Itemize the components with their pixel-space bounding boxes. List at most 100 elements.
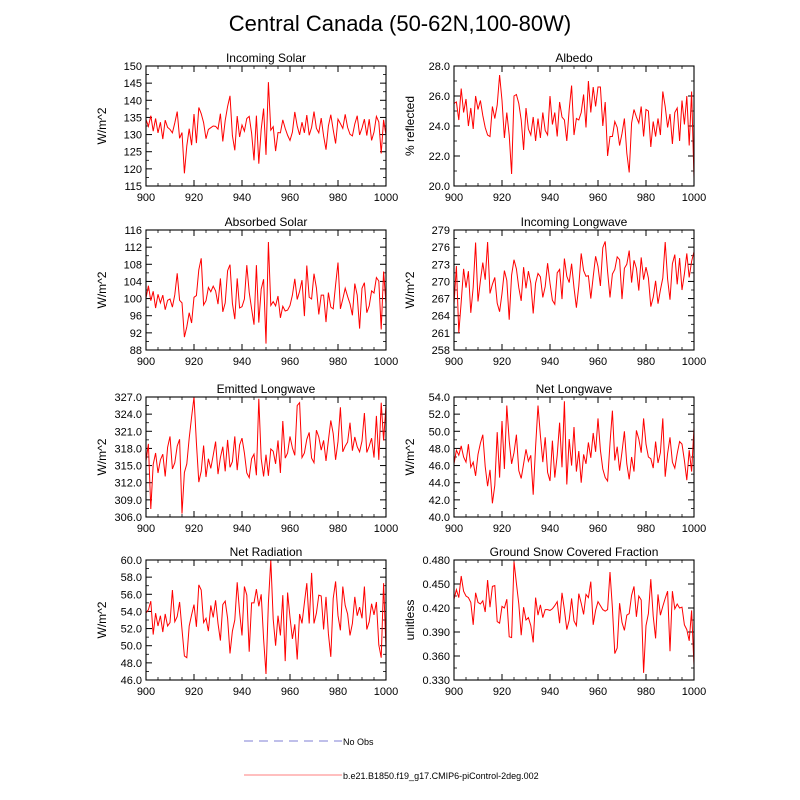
- plot-frame: [145, 396, 387, 518]
- y-axis-label: W/m^2: [95, 271, 109, 308]
- y-tick-label: 48.0: [429, 443, 450, 455]
- x-tick-label: 960: [589, 356, 607, 368]
- plot-frame: [453, 396, 695, 518]
- y-tick-label: 60.0: [121, 555, 142, 567]
- y-tick-label: 56.0: [121, 589, 142, 601]
- y-tick-label: 130: [124, 130, 142, 142]
- panel-title: Absorbed Solar: [225, 215, 308, 229]
- x-tick-label: 920: [185, 686, 203, 698]
- panel-albedo: Albedo % reflected 900 920 940 960 980 1000 20.0…: [403, 51, 706, 204]
- y-tick-label: 0.450: [422, 579, 450, 591]
- panel-title: Emitted Longwave: [217, 382, 316, 396]
- x-tick-label: 1000: [682, 192, 706, 204]
- x-tick-label: 900: [445, 192, 463, 204]
- x-tick-label: 960: [589, 523, 607, 535]
- plot-frame: [453, 559, 695, 681]
- plot-frame: [145, 65, 387, 187]
- y-tick-label: 276: [432, 242, 450, 254]
- y-tick-label: 135: [124, 112, 142, 124]
- y-tick-label: 321.0: [114, 426, 142, 438]
- series-line: [453, 241, 695, 333]
- y-tick-label: 52.0: [429, 409, 450, 421]
- panel-absorbed-solar: Absorbed Solar W/m^2 900 920 940 960 980 1000 88…: [95, 215, 398, 368]
- y-tick-label: 28.0: [429, 61, 450, 73]
- x-tick-label: 960: [281, 686, 299, 698]
- x-tick-label: 960: [589, 686, 607, 698]
- y-tick-label: 0.420: [422, 603, 450, 615]
- y-tick-label: 0.480: [422, 555, 450, 567]
- x-tick-label: 1000: [374, 356, 398, 368]
- y-tick-label: 115: [124, 181, 142, 193]
- series-line: [453, 401, 695, 504]
- panel-title: Incoming Solar: [226, 51, 306, 65]
- y-tick-label: 315.0: [114, 461, 142, 473]
- y-tick-label: 46.0: [429, 461, 450, 473]
- y-tick-label: 312.0: [114, 478, 142, 490]
- y-tick-label: 261: [432, 328, 450, 340]
- legend-label-no-obs: No Obs: [343, 737, 374, 747]
- x-tick-label: 980: [637, 192, 655, 204]
- y-tick-label: 88: [130, 345, 142, 357]
- series-line: [453, 561, 695, 673]
- panel-incoming-longwave: Incoming Longwave W/m^2 900 920 940 960 980 100…: [403, 215, 706, 368]
- y-axis-label: W/m^2: [403, 438, 417, 475]
- x-tick-label: 900: [445, 523, 463, 535]
- y-tick-label: 150: [124, 61, 142, 73]
- y-tick-label: 104: [124, 276, 142, 288]
- y-tick-label: 54.0: [429, 392, 450, 404]
- x-tick-label: 960: [281, 356, 299, 368]
- x-tick-label: 980: [637, 356, 655, 368]
- panel-title: Incoming Longwave: [521, 215, 628, 229]
- x-tick-label: 920: [185, 192, 203, 204]
- legend-label-model: b.e21.B1850.f19_g17.CMIP6-piControl-2deg…: [343, 771, 539, 781]
- x-tick-label: 960: [281, 192, 299, 204]
- x-tick-label: 940: [541, 523, 559, 535]
- panel-title: Ground Snow Covered Fraction: [490, 545, 659, 559]
- y-tick-label: 327.0: [114, 392, 142, 404]
- panel-net-radiation: Net Radiation W/m^2 900 920 940 960 980 1000 46.…: [95, 545, 398, 698]
- y-tick-label: 306.0: [114, 512, 142, 524]
- y-tick-label: 258: [432, 345, 450, 357]
- y-axis-label: W/m^2: [95, 107, 109, 144]
- x-tick-label: 940: [233, 356, 251, 368]
- plot-frame: [145, 229, 387, 351]
- y-tick-label: 42.0: [429, 495, 450, 507]
- panel-ground-snow-covered-fraction: Ground Snow Covered Fraction unitless 900 9…: [403, 545, 706, 698]
- x-tick-label: 980: [329, 523, 347, 535]
- y-tick-label: 46.0: [121, 675, 142, 687]
- y-tick-label: 324.0: [114, 409, 142, 421]
- x-tick-label: 1000: [374, 523, 398, 535]
- y-tick-label: 140: [124, 95, 142, 107]
- y-tick-label: 267: [432, 294, 450, 306]
- y-tick-label: 120: [124, 164, 142, 176]
- y-tick-label: 52.0: [121, 624, 142, 636]
- x-tick-label: 1000: [374, 192, 398, 204]
- y-tick-label: 26.0: [429, 91, 450, 103]
- y-axis-label: % reflected: [403, 96, 417, 156]
- x-tick-label: 920: [185, 523, 203, 535]
- x-tick-label: 900: [137, 356, 155, 368]
- y-tick-label: 100: [124, 294, 142, 306]
- plot-frame: [453, 65, 695, 187]
- figure-title: Central Canada (50-62N,100-80W): [229, 11, 571, 36]
- x-tick-label: 920: [493, 356, 511, 368]
- y-tick-label: 58.0: [121, 572, 142, 584]
- x-tick-label: 940: [233, 686, 251, 698]
- y-tick-label: 40.0: [429, 512, 450, 524]
- series-line: [453, 74, 695, 179]
- y-tick-label: 309.0: [114, 495, 142, 507]
- y-axis-label: unitless: [403, 600, 417, 641]
- panels: Incoming Solar W/m^2 900 920 940 960 980 1000 11…: [95, 51, 706, 698]
- x-tick-label: 940: [541, 686, 559, 698]
- x-tick-label: 900: [137, 192, 155, 204]
- y-tick-label: 318.0: [114, 443, 142, 455]
- panel-incoming-solar: Incoming Solar W/m^2 900 920 940 960 980 1000 11…: [95, 51, 398, 204]
- legend: No Obs b.e21.B1850.f19_g17.CMIP6-piContr…: [244, 737, 539, 781]
- series-line: [145, 82, 387, 174]
- x-tick-label: 980: [329, 192, 347, 204]
- y-tick-label: 270: [432, 276, 450, 288]
- x-tick-label: 920: [493, 192, 511, 204]
- panel-title: Net Longwave: [536, 382, 613, 396]
- y-tick-label: 0.360: [422, 651, 450, 663]
- series-line: [145, 559, 387, 675]
